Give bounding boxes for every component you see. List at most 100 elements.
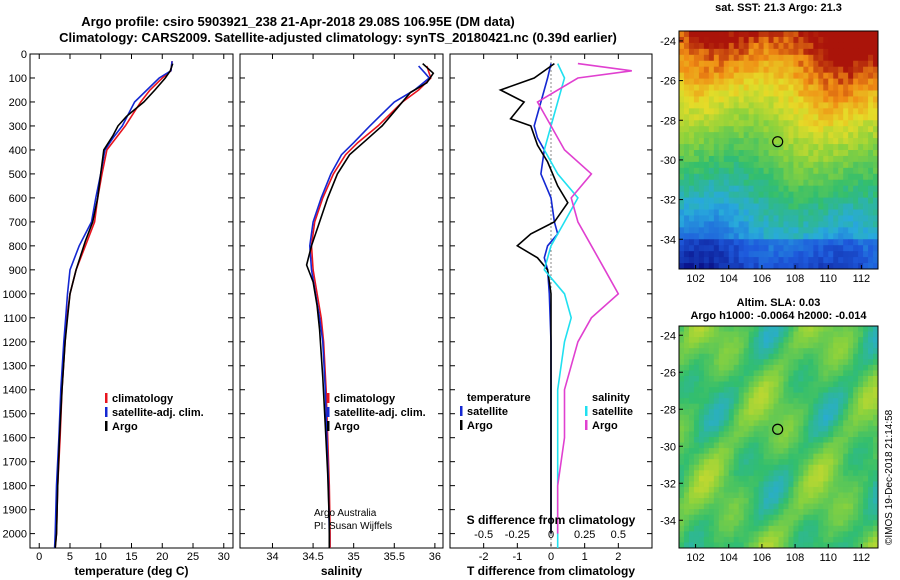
map-cell <box>773 227 779 234</box>
map-cell <box>693 114 700 121</box>
map-cell <box>793 492 799 499</box>
map-cell <box>823 520 829 527</box>
map-cell <box>738 375 745 382</box>
map-cell <box>828 542 834 549</box>
map-cell <box>758 90 764 97</box>
map-cell <box>698 167 705 175</box>
map-cell <box>863 481 869 488</box>
map-cell <box>679 233 685 240</box>
map-cell <box>713 239 720 246</box>
map-cell <box>688 72 695 79</box>
map-cell <box>723 96 730 103</box>
map-cell <box>818 138 824 145</box>
map-cell <box>783 420 789 427</box>
map-cell <box>718 251 725 258</box>
map-cell <box>768 498 774 504</box>
map-cell <box>683 431 690 438</box>
map-cell <box>753 414 760 421</box>
map-cell <box>723 66 730 74</box>
map-cell <box>688 114 695 121</box>
map-cell <box>853 420 859 427</box>
map-cell <box>723 503 730 510</box>
map-cell <box>698 475 705 482</box>
map-cell <box>853 209 859 216</box>
map-cell <box>853 60 859 68</box>
map-cell <box>793 525 799 532</box>
map-cell <box>703 263 710 270</box>
map-cell <box>768 481 774 488</box>
map-cell <box>748 66 755 74</box>
map-cell <box>703 120 710 127</box>
map-cell <box>778 150 784 157</box>
map-cell <box>873 453 879 460</box>
map-cell <box>838 185 844 193</box>
map-cell <box>778 392 784 399</box>
map-cell <box>708 498 715 504</box>
map-cell <box>708 233 715 240</box>
map-cell <box>683 542 690 549</box>
map-cell <box>773 245 779 252</box>
map-cell <box>693 36 700 44</box>
map-cell <box>723 337 730 344</box>
map-cell <box>873 263 879 270</box>
map-cell <box>713 179 720 187</box>
map-cell <box>803 257 809 264</box>
map-cell <box>818 475 824 482</box>
map-cell <box>858 150 864 157</box>
map-cell <box>728 498 735 504</box>
map-cell <box>708 470 715 477</box>
map-cell <box>688 392 695 399</box>
map-cell <box>763 167 769 175</box>
map-cell <box>698 448 705 455</box>
map-cell <box>773 364 779 371</box>
map-cell <box>863 96 869 103</box>
map-cell <box>773 102 779 109</box>
map-cell <box>818 409 824 416</box>
map-cell <box>683 375 690 382</box>
map-cell <box>843 531 849 538</box>
map-cell <box>823 167 829 175</box>
map-cell <box>698 144 705 151</box>
map-cell <box>713 84 720 91</box>
map-cell <box>863 514 869 521</box>
map-cell <box>838 442 844 449</box>
map-cell <box>688 120 695 127</box>
map-cell <box>738 448 745 455</box>
map-cell <box>708 398 715 405</box>
map-cell <box>688 42 695 50</box>
map-cell <box>728 525 735 532</box>
map-cell <box>868 221 874 228</box>
map-cell <box>793 173 799 181</box>
map-cell <box>813 475 819 482</box>
map-cell <box>793 114 799 121</box>
map-cell <box>813 60 819 68</box>
map-cell <box>843 375 849 382</box>
map-cell <box>808 459 814 466</box>
map-cell <box>793 442 799 449</box>
map-cell <box>758 66 764 74</box>
map-cell <box>813 326 819 332</box>
map-cell <box>868 392 874 399</box>
map-cell <box>708 215 715 222</box>
map-cell <box>738 531 745 538</box>
map-cell <box>793 31 799 38</box>
map-cell <box>763 536 769 543</box>
map-cell <box>693 364 700 371</box>
map-cell <box>708 42 715 50</box>
map-cell <box>813 78 819 85</box>
map-cell <box>738 66 745 74</box>
map-cell <box>798 227 804 234</box>
map-cell <box>718 215 725 222</box>
map-cell <box>683 173 690 181</box>
map-cell <box>863 42 869 50</box>
map-cell <box>718 233 725 240</box>
map-cell <box>813 448 819 455</box>
map-cell <box>803 348 809 355</box>
map-cell <box>698 453 705 460</box>
map-cell <box>818 191 824 198</box>
map-cell <box>733 337 740 344</box>
map-cell <box>868 84 874 91</box>
map-cell <box>868 48 874 56</box>
map-cell <box>858 337 864 344</box>
map-cell <box>723 542 730 549</box>
